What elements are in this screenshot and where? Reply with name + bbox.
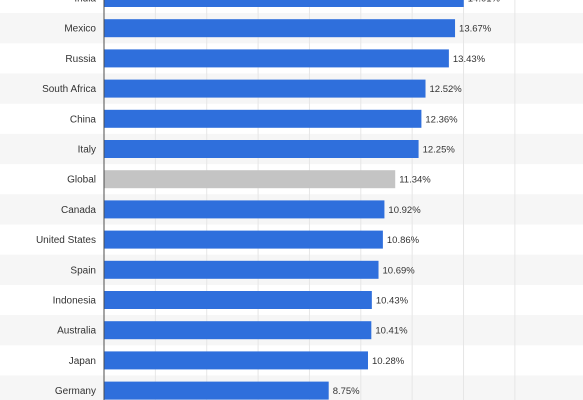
category-label-mexico: Mexico	[64, 24, 96, 35]
value-label-mexico: 13.67%	[459, 24, 492, 35]
value-label-indonesia: 10.43%	[376, 296, 409, 307]
value-label-australia: 10.41%	[375, 326, 408, 337]
category-label-spain: Spain	[70, 265, 96, 276]
bar-australia	[104, 321, 372, 340]
category-label-indonesia: Indonesia	[53, 296, 97, 307]
category-label-south-africa: South Africa	[42, 84, 96, 95]
bar-mexico	[104, 19, 456, 38]
value-label-germany: 8.75%	[333, 386, 360, 397]
value-label-south-africa: 12.52%	[430, 84, 463, 95]
bar-germany	[104, 381, 329, 400]
bar-indonesia	[104, 291, 372, 309]
value-label-china: 12.36%	[425, 114, 458, 125]
value-label-global: 11.34%	[399, 175, 431, 186]
value-label-russia: 13.43%	[453, 54, 486, 65]
bar-india	[104, 0, 464, 7]
category-label-india: India	[74, 0, 96, 5]
category-labels: India Mexico Russia South Africa China Italy G…	[36, 0, 96, 397]
bar-italy	[104, 140, 419, 158]
category-label-italy: Italy	[78, 145, 96, 156]
bar-united-states	[104, 230, 383, 249]
bar-china	[104, 109, 422, 128]
category-label-japan: Japan	[69, 356, 96, 367]
category-label-canada: Canada	[61, 205, 96, 216]
value-label-spain: 10.69%	[383, 265, 416, 276]
category-label-germany: Germany	[55, 386, 96, 397]
bar-russia	[104, 49, 449, 68]
category-label-australia: Australia	[57, 326, 96, 337]
bar-spain	[104, 260, 379, 279]
bar-global	[104, 170, 396, 189]
category-label-china: China	[70, 114, 97, 125]
category-label-global: Global	[67, 175, 96, 186]
bar-canada	[104, 200, 385, 219]
bar-japan	[104, 351, 368, 370]
value-label-united-states: 10.86%	[387, 235, 420, 246]
bar-south-africa	[104, 79, 426, 98]
value-label-japan: 10.28%	[372, 356, 405, 367]
value-label-italy: 12.25%	[423, 145, 456, 156]
category-label-russia: Russia	[65, 54, 96, 65]
category-label-united-states: United States	[36, 235, 96, 246]
bars	[104, 0, 464, 400]
value-label-canada: 10.92%	[388, 205, 421, 216]
value-labels: 14.01% 13.67% 13.43% 12.52% 12.36% 12.25% 11.3…	[333, 0, 501, 397]
value-label-india: 14.01%	[468, 0, 501, 5]
